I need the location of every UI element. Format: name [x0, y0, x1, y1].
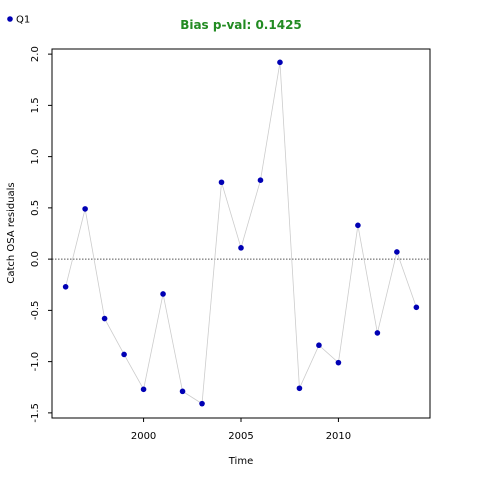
y-tick-label: 0.0 [30, 251, 41, 267]
chart-title: Bias p-val: 0.1425 [180, 18, 302, 32]
data-point [413, 304, 420, 311]
y-tick-label: -1.5 [30, 403, 41, 423]
data-point [238, 245, 244, 251]
legend: Q1 [7, 15, 30, 26]
y-tick-label: 0.5 [30, 200, 41, 216]
y-tick-label: -1.0 [30, 352, 41, 372]
y-tick-label: -0.5 [30, 301, 41, 321]
data-point [179, 388, 186, 395]
x-tick-label: 2005 [228, 431, 253, 442]
legend-label: Q1 [16, 15, 30, 26]
data-point [140, 386, 147, 393]
data-point [316, 342, 322, 349]
plot-layer: 2000 2005 2010 -1.5 -1.0 -0.5 0.0 0.5 1.0 1.5 2.0 [30, 46, 430, 442]
data-point [296, 385, 303, 392]
x-axis-title: Time [228, 456, 253, 467]
data-point [394, 249, 400, 255]
y-tick-label: 1.0 [30, 149, 41, 165]
data-point [160, 291, 166, 297]
y-tick-label: 2.0 [30, 46, 41, 62]
data-point [82, 206, 88, 212]
data-point [218, 179, 225, 186]
y-tick-label: 1.5 [30, 97, 41, 113]
data-point [335, 359, 342, 366]
data-point [62, 284, 69, 290]
legend-marker [7, 16, 13, 22]
x-tick-label: 2010 [326, 431, 351, 442]
data-point [257, 177, 264, 183]
data-point [355, 222, 361, 229]
data-point [121, 351, 127, 358]
data-point [101, 315, 108, 322]
x-tick-label: 2000 [131, 431, 156, 442]
data-point [199, 400, 205, 407]
data-point [374, 330, 381, 336]
plot-frame [51, 48, 431, 419]
data-point [277, 59, 283, 66]
series-line [65, 62, 417, 405]
y-axis-title: Catch OSA residuals [6, 182, 17, 283]
